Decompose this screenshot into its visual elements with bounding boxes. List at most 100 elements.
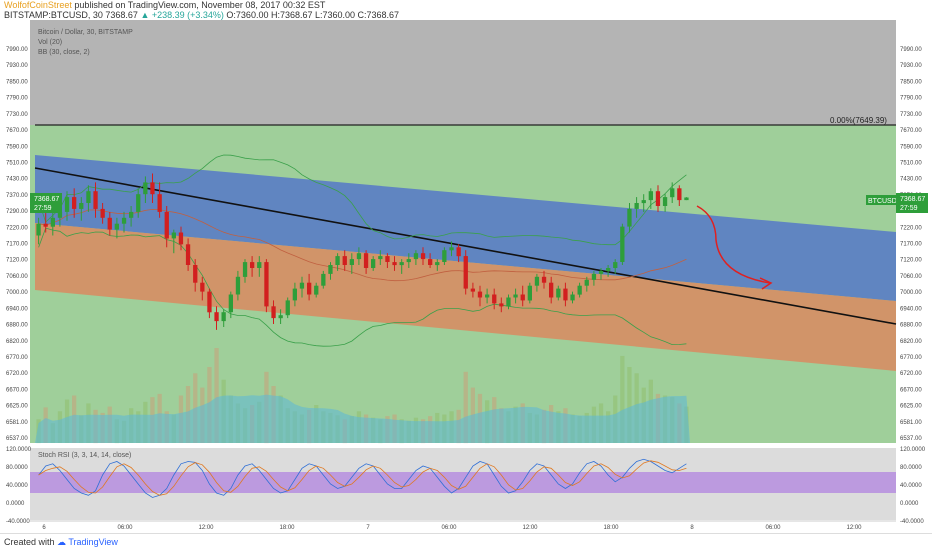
candle-body[interactable] xyxy=(250,262,255,268)
candle-body[interactable] xyxy=(43,223,48,227)
candle-body[interactable] xyxy=(392,262,397,266)
candle-body[interactable] xyxy=(420,253,426,260)
tradingview-brand[interactable]: TradingView xyxy=(68,537,118,547)
candle-body[interactable] xyxy=(57,211,63,218)
candle-body[interactable] xyxy=(257,262,262,268)
candle-body[interactable] xyxy=(214,312,219,322)
candle-body[interactable] xyxy=(399,262,404,266)
candle-body[interactable] xyxy=(463,256,468,289)
candle-body[interactable] xyxy=(299,282,305,289)
candle-body[interactable] xyxy=(242,262,248,277)
candle-body[interactable] xyxy=(221,312,226,322)
y-tick-label-right: 7220.00 xyxy=(900,225,922,231)
candle-body[interactable] xyxy=(506,297,511,307)
candle-body[interactable] xyxy=(470,288,475,292)
candle-body[interactable] xyxy=(50,217,55,227)
candle-body[interactable] xyxy=(634,203,639,209)
author-name[interactable]: WolfofCoinStreet xyxy=(4,0,72,10)
candle-body[interactable] xyxy=(278,315,283,319)
candle-body[interactable] xyxy=(570,294,575,301)
candle-body[interactable] xyxy=(129,211,134,218)
candle-body[interactable] xyxy=(456,247,461,257)
candle-body[interactable] xyxy=(64,197,70,212)
candle-body[interactable] xyxy=(200,282,205,292)
candle-body[interactable] xyxy=(534,276,540,286)
candle-body[interactable] xyxy=(307,282,312,295)
candle-body[interactable] xyxy=(527,285,532,301)
candle-body[interactable] xyxy=(485,294,490,298)
candle-body[interactable] xyxy=(556,288,561,298)
candle-body[interactable] xyxy=(228,294,233,313)
candle-body[interactable] xyxy=(563,288,568,301)
candle-body[interactable] xyxy=(477,291,483,298)
candle-body[interactable] xyxy=(677,188,682,201)
candle-body[interactable] xyxy=(541,276,547,283)
candle-body[interactable] xyxy=(342,256,347,265)
candle-body[interactable] xyxy=(655,191,661,206)
candle-body[interactable] xyxy=(591,273,597,280)
candle-body[interactable] xyxy=(314,285,319,295)
candle-body[interactable] xyxy=(292,288,297,301)
candle-body[interactable] xyxy=(143,182,148,195)
candle-body[interactable] xyxy=(371,259,376,268)
candle-body[interactable] xyxy=(584,279,589,286)
candle-body[interactable] xyxy=(520,294,525,301)
candle-body[interactable] xyxy=(171,232,176,239)
candle-body[interactable] xyxy=(36,223,41,236)
candle-body[interactable] xyxy=(662,197,668,206)
candle-body[interactable] xyxy=(321,273,326,286)
candle-body[interactable] xyxy=(620,226,625,262)
candle-body[interactable] xyxy=(684,197,689,201)
candle-body[interactable] xyxy=(627,208,632,227)
candle-body[interactable] xyxy=(428,259,433,265)
candle-body[interactable] xyxy=(492,294,497,304)
candle-body[interactable] xyxy=(648,191,653,201)
candle-body[interactable] xyxy=(335,256,340,265)
candle-body[interactable] xyxy=(641,200,646,204)
candle-body[interactable] xyxy=(549,282,554,298)
candle-body[interactable] xyxy=(363,253,369,268)
candle-body[interactable] xyxy=(193,265,198,283)
candle-body[interactable] xyxy=(328,265,333,274)
candle-body[interactable] xyxy=(385,256,390,262)
candle-body[interactable] xyxy=(72,197,77,209)
price-chart[interactable]: 0.00%(7649.39) Bitcoin / Dollar, 30, BIT… xyxy=(0,0,932,533)
candle-body[interactable] xyxy=(349,259,354,265)
candle-body[interactable] xyxy=(86,191,91,203)
volume-bars xyxy=(35,348,690,444)
candle-body[interactable] xyxy=(114,223,119,230)
y-axis-left: 7990.00 7930.00 7850.00 7790.00 7730.00 7670.… xyxy=(6,47,28,442)
candle-body[interactable] xyxy=(271,306,276,319)
candle-body[interactable] xyxy=(285,300,290,316)
candle-body[interactable] xyxy=(164,211,169,239)
candle-body[interactable] xyxy=(413,253,419,260)
stoch-k-line xyxy=(38,458,687,498)
candle-body[interactable] xyxy=(107,217,112,230)
candle-body[interactable] xyxy=(157,194,162,212)
candle-body[interactable] xyxy=(121,217,127,224)
candle-body[interactable] xyxy=(235,276,241,295)
candle-body[interactable] xyxy=(442,250,447,262)
candle-body[interactable] xyxy=(613,262,618,268)
candle-body[interactable] xyxy=(185,244,191,265)
candle-body[interactable] xyxy=(79,203,84,209)
candle-body[interactable] xyxy=(378,256,383,260)
trendline[interactable] xyxy=(34,167,897,325)
candle-body[interactable] xyxy=(513,294,518,298)
candle-body[interactable] xyxy=(93,191,98,209)
candle-body[interactable] xyxy=(435,262,440,266)
candle-body[interactable] xyxy=(449,247,454,251)
candle-body[interactable] xyxy=(100,208,105,218)
candle-body[interactable] xyxy=(136,194,141,212)
candle-body[interactable] xyxy=(406,259,411,263)
candle-body[interactable] xyxy=(598,270,604,274)
candle-body[interactable] xyxy=(356,253,362,260)
candle-body[interactable] xyxy=(499,303,504,307)
candle-body[interactable] xyxy=(606,268,611,271)
candle-body[interactable] xyxy=(670,188,675,198)
candle-body[interactable] xyxy=(178,232,184,245)
candle-body[interactable] xyxy=(264,262,269,307)
candle-body[interactable] xyxy=(577,285,582,295)
candle-body[interactable] xyxy=(207,291,212,313)
candle-body[interactable] xyxy=(150,182,155,195)
